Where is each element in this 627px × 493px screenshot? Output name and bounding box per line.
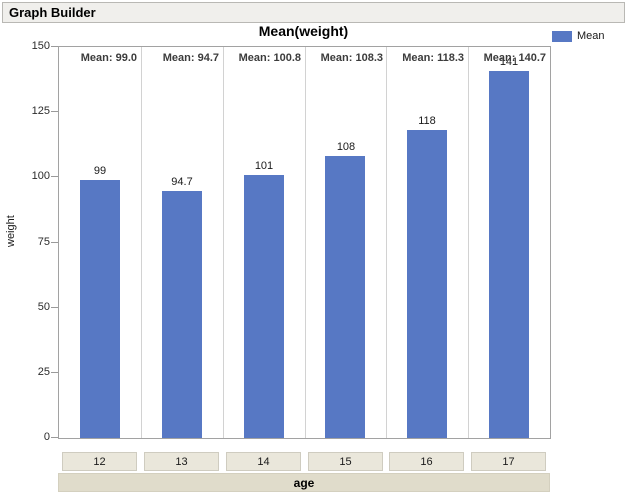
y-tick-mark: [51, 307, 58, 308]
y-tick-label: 25: [37, 366, 50, 378]
x-axis-strip[interactable]: age: [58, 473, 550, 492]
bar-value-label: 101: [254, 160, 274, 172]
bar-age-15[interactable]: [325, 156, 365, 438]
bar-age-13[interactable]: [162, 191, 202, 438]
chart-title: Mean(weight): [258, 23, 349, 39]
panel-divider: [223, 47, 224, 438]
plot-area: 99 Mean: 99.0 94.7 Mean: 94.7 101 Mean: 100.8…: [58, 46, 551, 439]
y-tick-mark: [51, 242, 58, 243]
legend-label: Mean: [577, 30, 605, 42]
x-category-box-13[interactable]: 13: [144, 452, 219, 471]
y-tick-label: 50: [37, 301, 50, 313]
mean-caption: Mean: 108.3: [320, 52, 383, 64]
window-title: Graph Builder: [9, 5, 96, 20]
bar-value-label: 94.7: [171, 176, 193, 188]
y-tick-mark: [51, 46, 58, 47]
y-tick-label: 0: [43, 431, 50, 443]
y-tick-mark: [51, 372, 58, 373]
bar-age-14[interactable]: [244, 175, 284, 438]
y-tick-label: 125: [31, 105, 50, 117]
x-category-box-12[interactable]: 12: [62, 452, 137, 471]
mean-caption: Mean: 100.8: [238, 52, 301, 64]
bar-age-16[interactable]: [407, 130, 447, 438]
panel-divider: [305, 47, 306, 438]
x-category-box-15[interactable]: 15: [308, 452, 383, 471]
y-tick-mark: [51, 176, 58, 177]
legend: Mean: [552, 30, 605, 42]
bar-value-label: 108: [336, 141, 356, 153]
y-tick-label: 75: [37, 236, 50, 248]
panel-divider: [468, 47, 469, 438]
x-axis-title: age: [293, 475, 315, 490]
y-tick-label: 150: [31, 40, 50, 52]
outline-title-bar[interactable]: Graph Builder: [2, 2, 625, 23]
bar-value-label: 141: [499, 56, 519, 68]
y-tick-mark: [51, 437, 58, 438]
mean-caption: Mean: 94.7: [162, 52, 219, 64]
x-category-box-17[interactable]: 17: [471, 452, 546, 471]
bar-age-17[interactable]: [489, 71, 529, 438]
x-category-box-14[interactable]: 14: [226, 452, 301, 471]
x-category-box-16[interactable]: 16: [389, 452, 464, 471]
panel-divider: [386, 47, 387, 438]
bar-value-label: 99: [93, 165, 107, 177]
y-tick-mark: [51, 111, 58, 112]
bar-value-label: 118: [418, 115, 436, 127]
y-tick-label: 100: [31, 170, 50, 182]
panel-divider: [141, 47, 142, 438]
mean-caption: Mean: 118.3: [402, 52, 464, 64]
mean-caption: Mean: 99.0: [80, 52, 137, 64]
legend-swatch-mean[interactable]: [552, 30, 572, 42]
bar-age-12[interactable]: [80, 180, 120, 438]
mean-caption: Mean: 140.7: [483, 52, 546, 64]
